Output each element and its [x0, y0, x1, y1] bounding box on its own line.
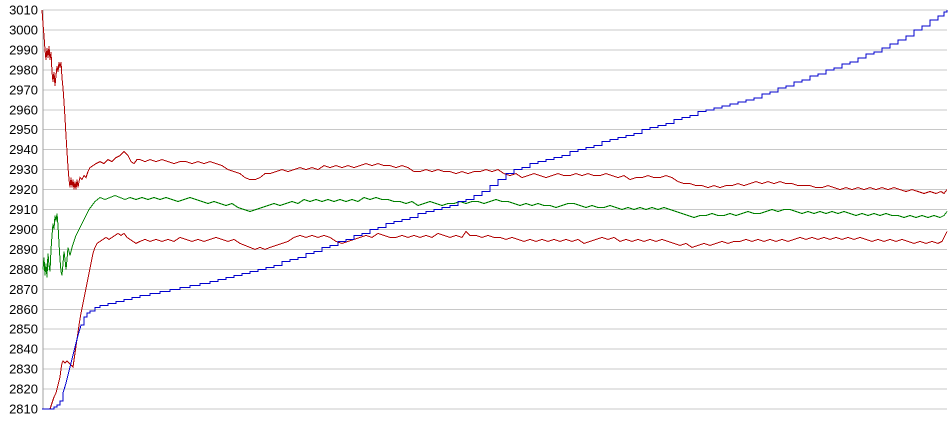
y-axis-tick-label: 3010	[9, 3, 38, 18]
y-axis-tick-label: 2810	[9, 402, 38, 417]
y-axis-tick-label: 3000	[9, 23, 38, 38]
y-axis-tick-label: 2850	[9, 322, 38, 337]
y-axis-tick-label: 2820	[9, 382, 38, 397]
series-middle-line-line	[42, 194, 948, 278]
y-axis-tick-label: 2940	[9, 142, 38, 157]
y-axis-tick-label: 2990	[9, 42, 38, 57]
y-axis-tick-label: 2880	[9, 262, 38, 277]
y-axis-tick-label: 2890	[9, 242, 38, 257]
y-axis-tick-label: 2870	[9, 282, 38, 297]
y-axis-tick-label: 2980	[9, 62, 38, 77]
y-axis-tick-label: 2970	[9, 82, 38, 97]
y-axis-tick-label: 2910	[9, 202, 38, 217]
series-upper-band-line	[41, 9, 948, 195]
y-axis-tick-label: 2930	[9, 162, 38, 177]
series-cumulative-line-line	[42, 10, 948, 410]
y-axis-tick-label: 2900	[9, 222, 38, 237]
series-lower-band-line	[44, 230, 948, 410]
y-axis-tick-label: 2840	[9, 342, 38, 357]
y-axis-tick-label: 2830	[9, 362, 38, 377]
y-axis-tick-label: 2920	[9, 182, 38, 197]
y-axis-tick-label: 2960	[9, 102, 38, 117]
y-axis-tick-label: 2860	[9, 302, 38, 317]
y-axis-tick-label: 2950	[9, 122, 38, 137]
